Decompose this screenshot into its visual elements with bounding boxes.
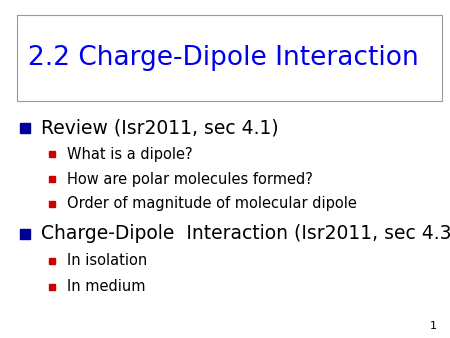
Text: 1: 1 xyxy=(429,321,436,331)
Text: In isolation: In isolation xyxy=(67,254,147,268)
Text: In medium: In medium xyxy=(67,279,145,294)
Bar xyxy=(17,15,442,101)
Text: 2.2 Charge-Dipole Interaction: 2.2 Charge-Dipole Interaction xyxy=(28,45,419,71)
Text: What is a dipole?: What is a dipole? xyxy=(67,147,192,162)
Text: How are polar molecules formed?: How are polar molecules formed? xyxy=(67,172,312,187)
Text: Review (Isr2011, sec 4.1): Review (Isr2011, sec 4.1) xyxy=(41,119,279,138)
Text: Charge-Dipole  Interaction (Isr2011, sec 4.3): Charge-Dipole Interaction (Isr2011, sec … xyxy=(41,224,450,243)
Text: Order of magnitude of molecular dipole: Order of magnitude of molecular dipole xyxy=(67,196,356,211)
